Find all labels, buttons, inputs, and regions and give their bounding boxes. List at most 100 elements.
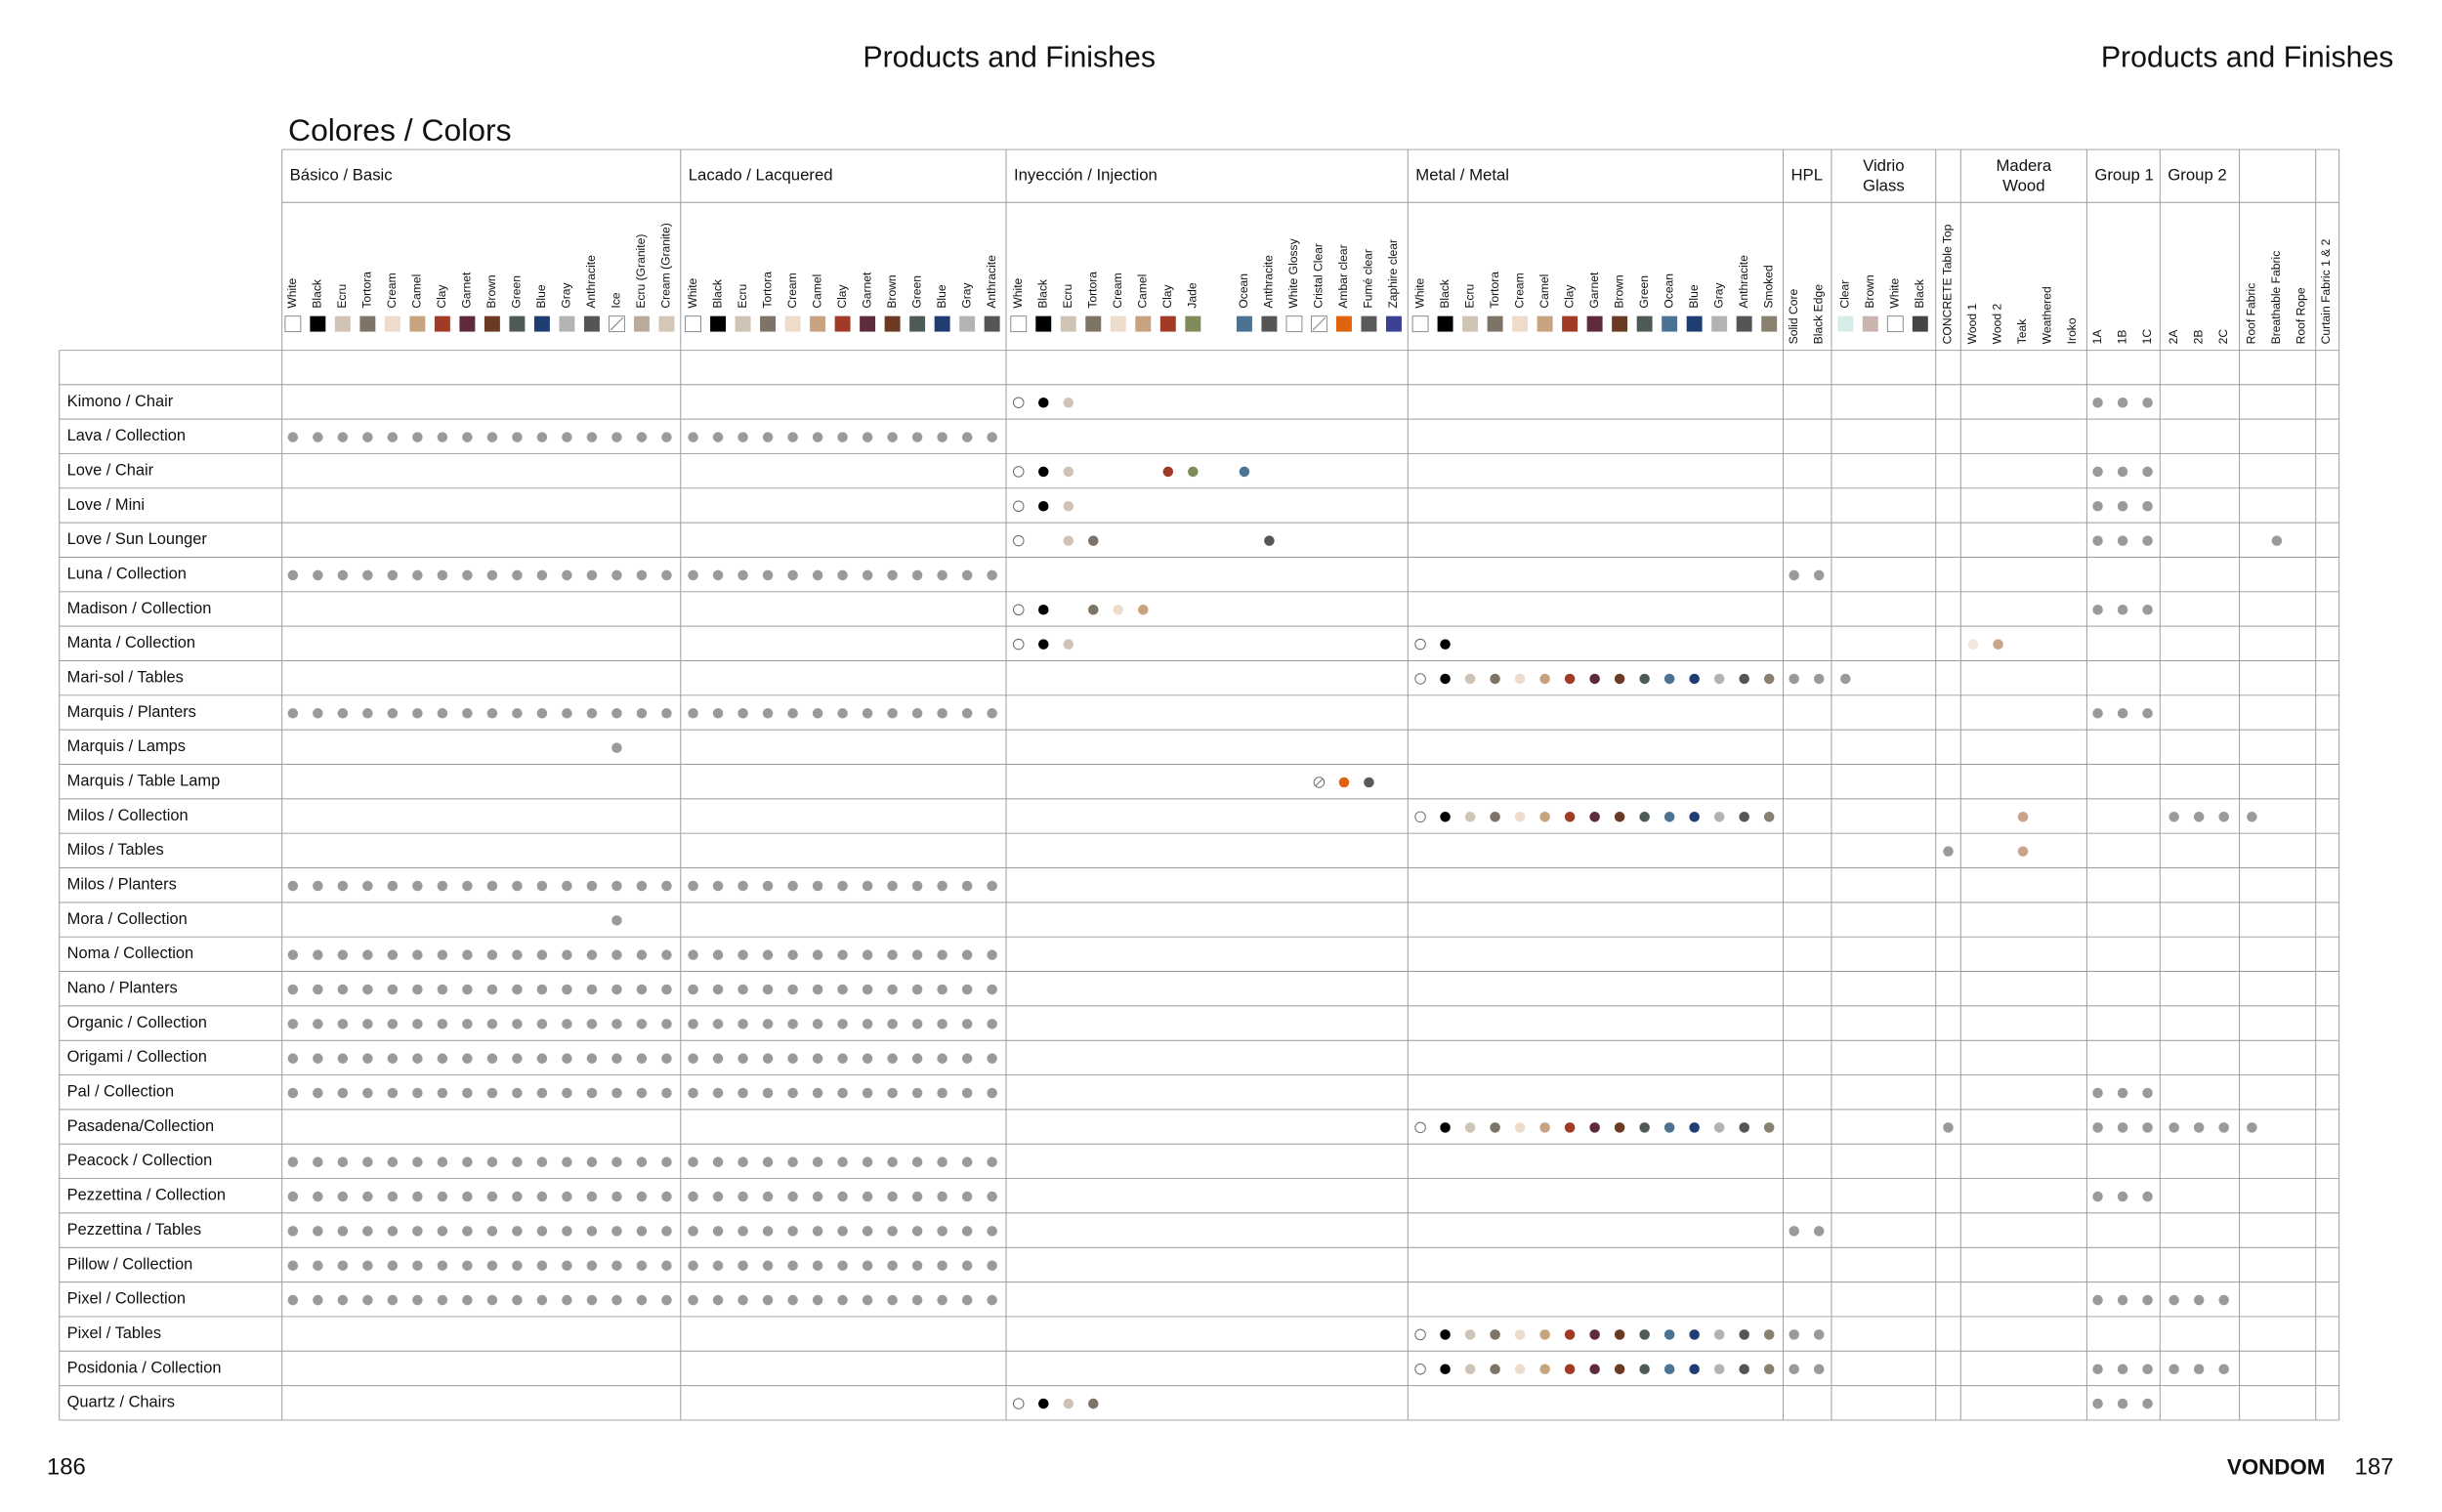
finish-label: Wood 2: [1991, 304, 2004, 345]
availability-dot: [1589, 1364, 1600, 1374]
availability-dot: [313, 1019, 323, 1029]
availability-dot: [961, 708, 973, 719]
availability-dot: [862, 1087, 873, 1099]
finish-label: 2A: [2167, 329, 2180, 345]
availability-dot: [611, 984, 622, 995]
availability-dot: [688, 432, 698, 442]
availability-dot: [911, 880, 923, 892]
availability-dot: [562, 1260, 572, 1271]
availability-dot: [512, 1156, 523, 1167]
availability-dot: [536, 1053, 548, 1064]
availability-dot: [412, 1191, 423, 1202]
finish-label: Garnet: [860, 272, 873, 309]
availability-dot: [2218, 1294, 2229, 1306]
availability-dot: [812, 984, 823, 995]
availability-dot: [961, 880, 973, 892]
finish-label: Ocean: [1237, 273, 1250, 309]
availability-dot: [2017, 812, 2029, 822]
availability-dot: [862, 984, 873, 995]
availability-dot: [486, 1226, 498, 1237]
availability-dot: [862, 1156, 873, 1167]
availability-dot: [437, 1156, 448, 1167]
availability-dot: [862, 1019, 873, 1029]
availability-dot: [586, 1053, 598, 1064]
finish-label: Breathable Fabric: [2269, 251, 2283, 345]
availability-dot: [313, 1087, 323, 1099]
availability-dot: [636, 949, 648, 960]
finish-label: Gray: [959, 281, 973, 308]
availability-dot: [387, 1156, 399, 1167]
group-header: Madera: [1996, 156, 2051, 175]
finish-swatch: [1335, 315, 1352, 332]
availability-dot: [1414, 1328, 1426, 1341]
availability-dot: [862, 1053, 873, 1064]
availability-dot: [362, 1191, 373, 1202]
availability-dot: [313, 1294, 323, 1306]
availability-dot: [2142, 466, 2153, 478]
availability-dot: [787, 949, 798, 960]
finish-label: Ice: [610, 292, 623, 308]
finish-swatch: [984, 315, 1000, 332]
availability-dot: [337, 1053, 349, 1064]
finish-swatch: [384, 315, 400, 332]
finish-swatch: [1110, 315, 1126, 332]
availability-dot: [1739, 1364, 1749, 1374]
availability-dot: [2092, 1364, 2103, 1374]
availability-dot: [862, 1226, 873, 1237]
availability-dot: [1589, 812, 1600, 822]
availability-dot: [812, 880, 823, 892]
availability-dot: [636, 708, 648, 719]
availability-dot: [961, 569, 973, 581]
availability-dot: [1614, 1122, 1625, 1133]
availability-dot: [1539, 673, 1550, 685]
availability-dot: [688, 1226, 698, 1237]
availability-dot: [661, 949, 672, 960]
availability-dot: [512, 984, 523, 995]
availability-dot: [688, 708, 698, 719]
availability-dot: [1639, 1329, 1650, 1340]
availability-dot: [636, 1053, 648, 1064]
availability-dot: [961, 1019, 973, 1029]
availability-dot: [1943, 846, 1954, 857]
availability-dot: [837, 880, 848, 892]
availability-dot: [2193, 1364, 2205, 1374]
availability-dot: [362, 1226, 373, 1237]
availability-dot: [737, 569, 748, 581]
availability-dot: [1967, 639, 1979, 650]
finish-label: Anthracite: [584, 255, 598, 309]
availability-dot: [2092, 1191, 2103, 1202]
availability-dot: [837, 708, 848, 719]
availability-dot: [2142, 708, 2153, 719]
finish-swatch: [834, 315, 851, 332]
availability-dot: [712, 1053, 724, 1064]
availability-dot: [586, 569, 598, 581]
availability-dot: [937, 949, 947, 960]
finish-swatch: [1261, 315, 1278, 332]
availability-dot: [762, 1226, 774, 1237]
availability-dot: [1440, 812, 1451, 822]
availability-dot: [362, 984, 373, 995]
availability-dot: [812, 708, 823, 719]
finish-label: Clay: [1160, 283, 1174, 308]
finish-swatch: [1035, 315, 1052, 332]
availability-dot: [462, 708, 473, 719]
availability-dot: [837, 1156, 848, 1167]
availability-dot: [562, 1156, 572, 1167]
availability-dot: [837, 1260, 848, 1271]
availability-dot: [1763, 1122, 1775, 1133]
product-name: Kimono / Chair: [67, 393, 174, 410]
availability-dot: [362, 1156, 373, 1167]
availability-dot: [512, 1019, 523, 1029]
availability-dot: [688, 1294, 698, 1306]
availability-dot: [887, 1226, 898, 1237]
group-header: Glass: [1863, 177, 1905, 195]
group-header: Lacado / Lacquered: [689, 166, 833, 185]
availability-dot: [911, 949, 923, 960]
availability-dot: [937, 880, 947, 892]
availability-dot: [2117, 605, 2128, 615]
availability-dot: [937, 984, 947, 995]
availability-dot: [486, 1294, 498, 1306]
finish-label: 1B: [2115, 330, 2128, 345]
availability-dot: [688, 569, 698, 581]
availability-dot: [586, 880, 598, 892]
